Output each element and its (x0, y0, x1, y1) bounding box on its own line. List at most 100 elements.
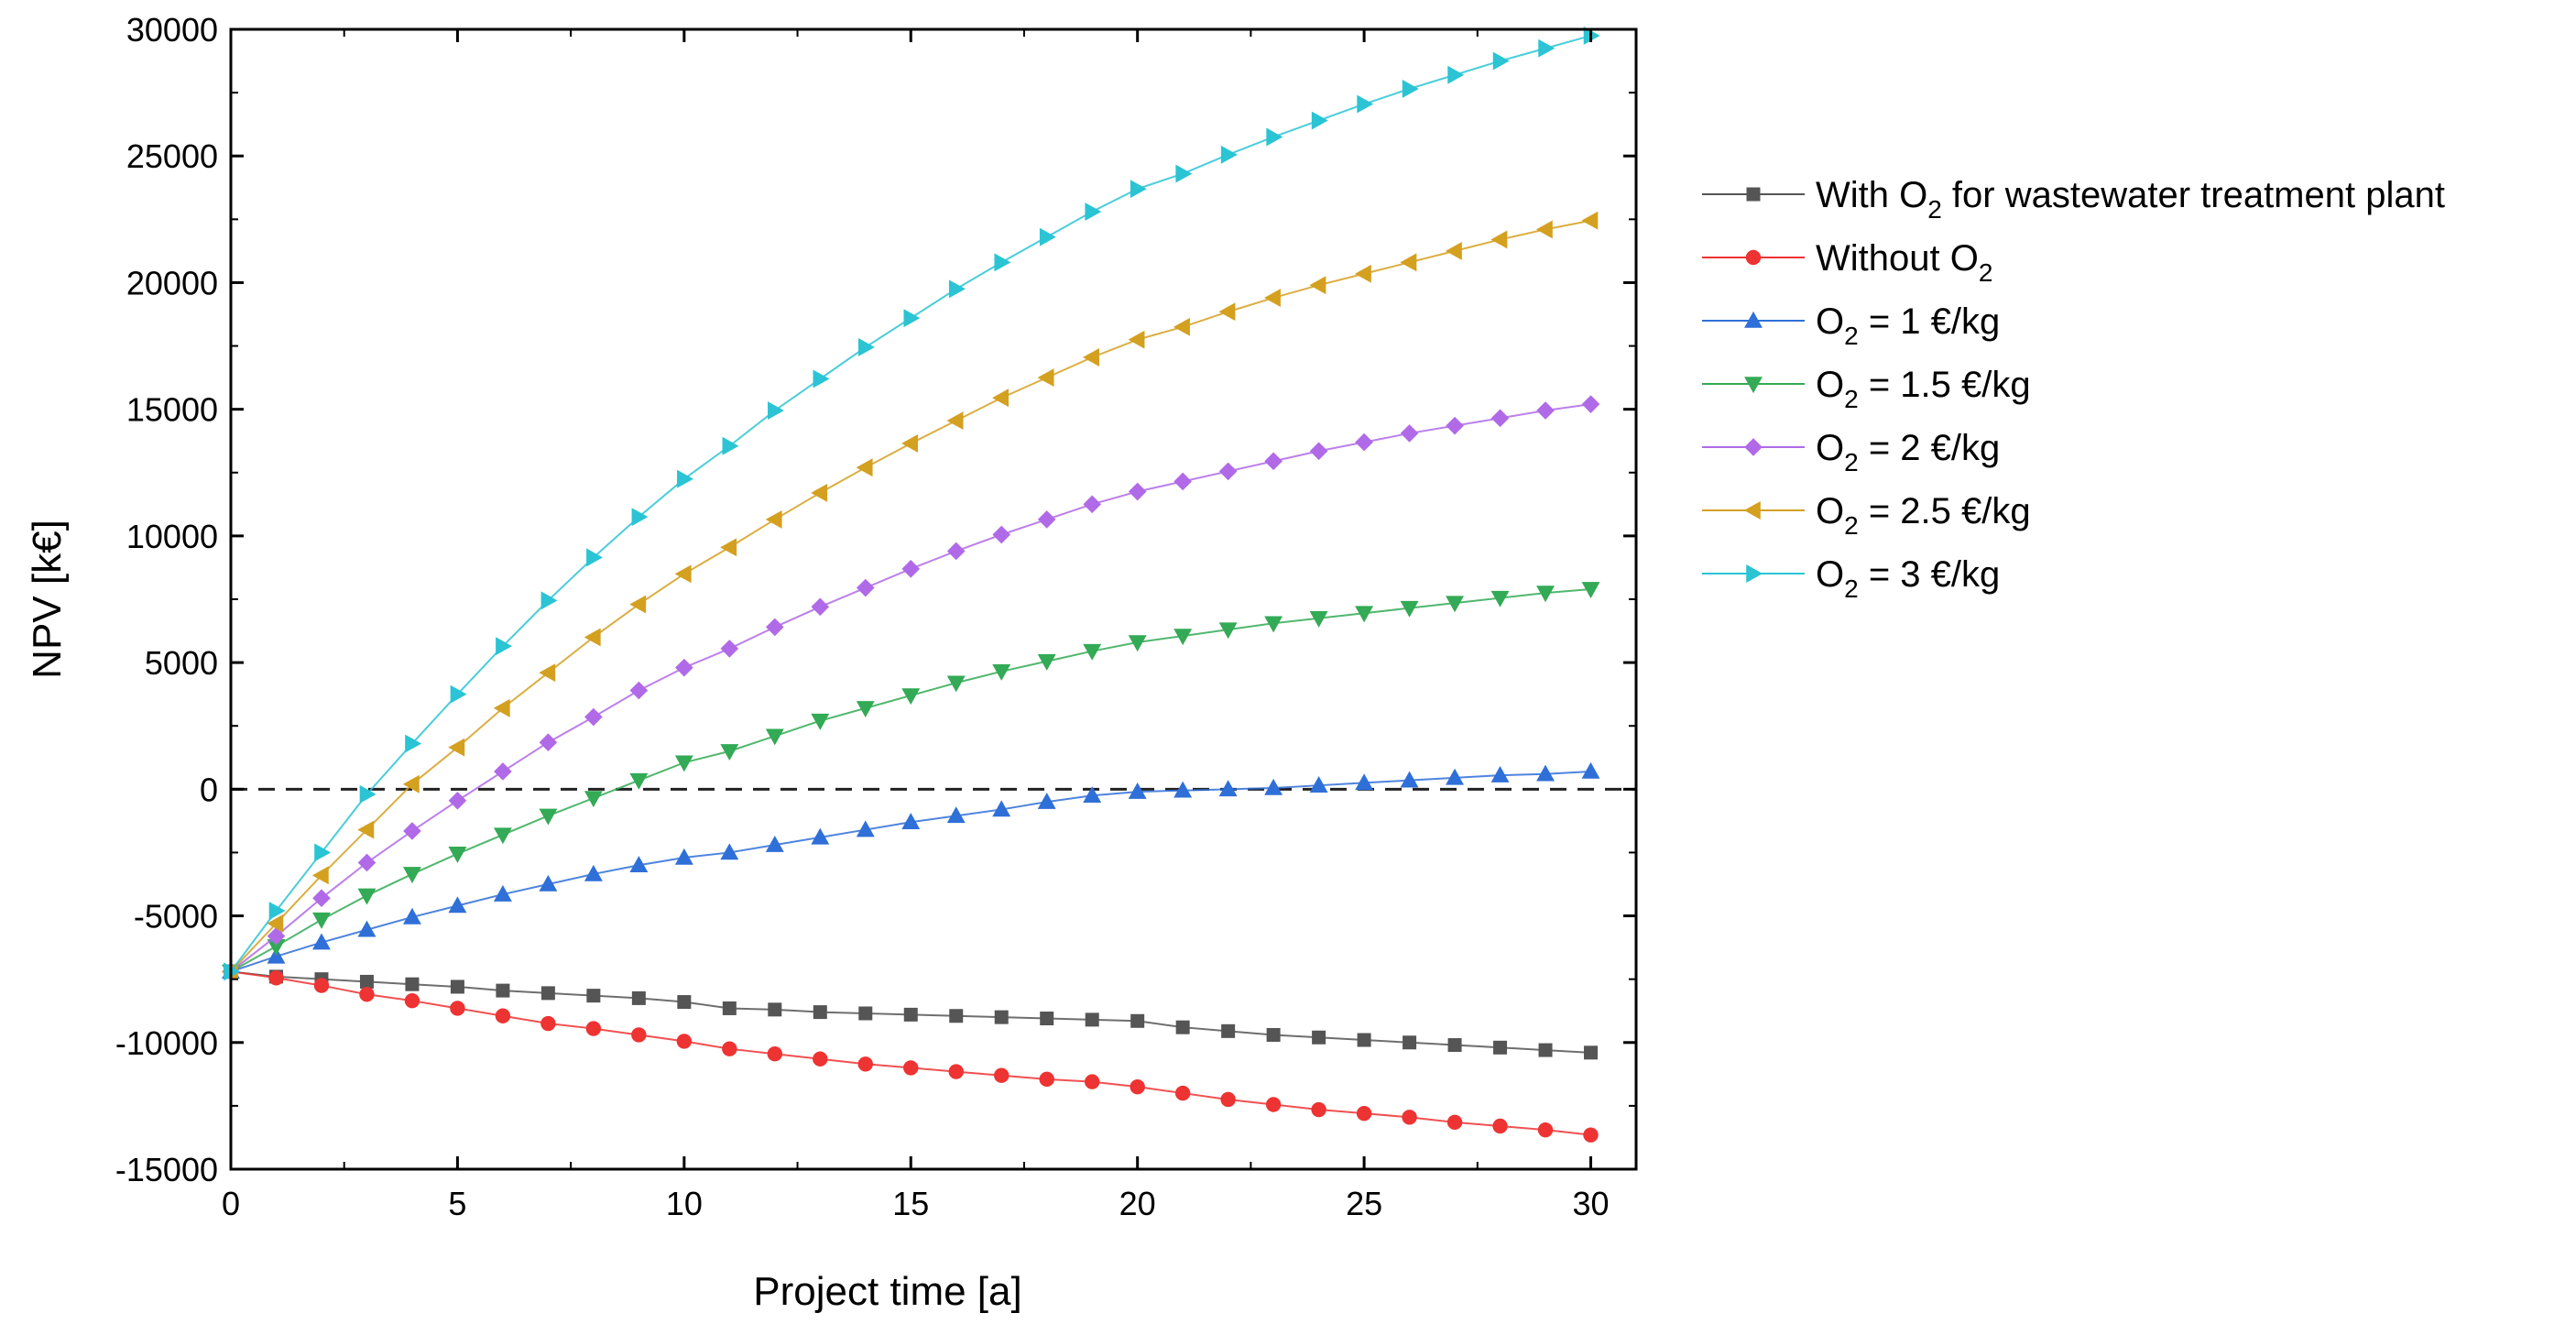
data-point (1581, 395, 1600, 413)
data-point (1220, 145, 1238, 164)
data-point (946, 675, 966, 693)
data-point (403, 822, 421, 840)
data-point (1218, 780, 1238, 797)
data-point (1581, 761, 1600, 779)
legend-label: O2 = 3 €/kg (1816, 554, 2000, 603)
data-point (813, 1005, 827, 1020)
data-point (994, 253, 1011, 272)
series-line (230, 219, 1591, 973)
data-point (1584, 1045, 1599, 1060)
data-point (493, 698, 510, 717)
data-point (720, 843, 739, 860)
data-point (312, 912, 331, 929)
legend: With O2 for wastewater treatment plant Wi… (1702, 175, 2445, 603)
data-point (1446, 596, 1465, 613)
data-point (992, 800, 1011, 817)
data-point (1266, 127, 1283, 147)
data-point (312, 889, 331, 908)
data-point (539, 808, 558, 826)
data-point (813, 369, 830, 388)
data-point (357, 820, 375, 839)
data-point (1400, 253, 1417, 272)
legend-label: O2 = 2.5 €/kg (1816, 491, 2031, 540)
data-point (856, 820, 875, 837)
data-point (1447, 65, 1465, 84)
data-point (496, 637, 513, 656)
x-tick-label: 15 (892, 1185, 929, 1222)
data-point (267, 947, 286, 964)
data-point (494, 762, 512, 781)
data-point (856, 458, 873, 477)
series-3 (222, 761, 1600, 979)
data-point (586, 548, 604, 567)
data-point (722, 1001, 737, 1015)
data-point (1490, 409, 1510, 428)
data-point (1084, 1074, 1100, 1089)
legend-label: O2 = 1 €/kg (1816, 301, 2000, 350)
data-point (1037, 510, 1056, 529)
data-point (1400, 771, 1419, 788)
data-point (1173, 472, 1192, 491)
data-point (584, 791, 603, 808)
data-point (1355, 432, 1373, 452)
data-point (1447, 1038, 1462, 1053)
data-point (1311, 1101, 1326, 1118)
data-point (675, 658, 693, 677)
data-point (1536, 764, 1555, 782)
data-point (858, 1006, 873, 1021)
data-point (493, 827, 512, 845)
data-point (1309, 610, 1328, 628)
data-point (1173, 781, 1193, 798)
legend-item: With O2 for wastewater treatment plant (1702, 175, 2445, 224)
data-point (857, 1056, 873, 1072)
data-point (1312, 1030, 1326, 1045)
axis-layer: 0 5 10 15 20 25 30 -15000 -10000 -5000 0 5000 10000 1… (115, 11, 1636, 1222)
data-point (768, 401, 784, 420)
legend-item: Without O2 (1702, 238, 1992, 287)
data-point (1581, 211, 1599, 230)
data-point (267, 926, 286, 946)
data-point (448, 847, 467, 863)
data-point (1037, 368, 1054, 388)
data-point (1446, 1114, 1463, 1131)
series-4 (222, 582, 1600, 981)
series-7 (224, 26, 1600, 981)
data-point (631, 1027, 647, 1043)
data-point (584, 707, 603, 727)
data-point (856, 578, 875, 597)
data-point (311, 866, 329, 885)
legend-swatch-marker (1746, 564, 1763, 583)
data-point (1039, 1071, 1054, 1088)
data-point (1490, 765, 1510, 782)
data-point (676, 1034, 693, 1049)
data-point (1357, 94, 1374, 114)
plot-area-frame (229, 27, 1638, 1171)
data-point (540, 1015, 556, 1032)
legend-label: With O2 for wastewater treatment plant (1816, 175, 2445, 224)
data-point (1264, 778, 1283, 795)
data-point (268, 902, 286, 920)
series-6 (221, 211, 1599, 981)
data-point (948, 279, 966, 299)
data-point (1083, 786, 1102, 804)
data-point (405, 977, 420, 991)
legend-swatch-marker (1744, 438, 1763, 456)
data-point (629, 856, 649, 873)
data-point (1446, 768, 1465, 785)
legend-swatch-marker (1744, 377, 1763, 394)
data-point (901, 813, 921, 830)
data-point (1264, 452, 1283, 471)
data-point (1218, 622, 1238, 640)
data-point (540, 986, 555, 1001)
series-line (230, 770, 1591, 973)
series-1 (224, 964, 1599, 1060)
data-point (857, 337, 875, 356)
data-point (1173, 629, 1193, 646)
data-point (1220, 1091, 1236, 1108)
data-point (1402, 1110, 1417, 1125)
data-point (1536, 401, 1555, 420)
data-point (1581, 582, 1600, 599)
data-point (1356, 1105, 1372, 1122)
data-point (1266, 1027, 1281, 1042)
